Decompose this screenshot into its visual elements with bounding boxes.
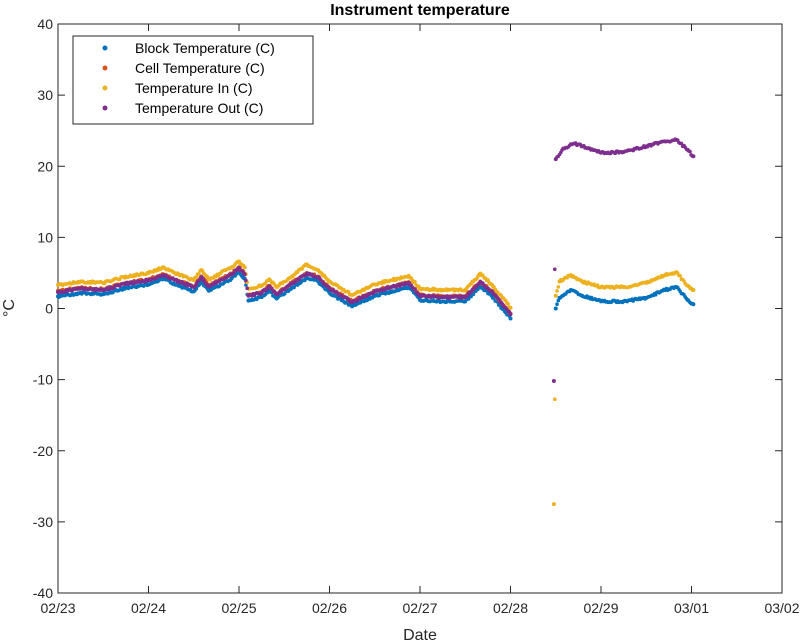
x-tick-label: 02/25: [221, 600, 256, 616]
data-point: [555, 302, 559, 307]
data-point: [678, 274, 682, 278]
x-tick-label: 02/29: [583, 600, 618, 616]
data-point: [269, 286, 274, 291]
y-tick-label: 20: [37, 158, 53, 174]
data-point: [553, 306, 558, 311]
data-point: [471, 292, 476, 297]
data-point: [556, 285, 561, 289]
legend-box: [72, 35, 314, 125]
legend-entry: Cell Temperature (C): [135, 60, 265, 76]
data-point: [691, 288, 696, 293]
x-tick-label: 02/28: [493, 600, 528, 616]
x-tick-label: 02/27: [402, 600, 437, 616]
legend-marker: [102, 65, 108, 71]
data-point: [197, 272, 201, 276]
data-point: [465, 294, 470, 298]
x-tick-label: 03/02: [764, 600, 799, 616]
series-3: [56, 137, 696, 384]
y-tick-label: -10: [33, 372, 53, 388]
legend-entry: Temperature In (C): [135, 80, 252, 96]
data-point: [551, 379, 556, 384]
plot-area: -40 -30 -20 -10 0 10 20 30 40 02/23 02/24 02/25 02/2…: [33, 16, 800, 616]
data-point: [506, 302, 510, 306]
data-point: [508, 316, 513, 321]
y-tick-label: 40: [37, 16, 53, 32]
legend-marker: [102, 85, 108, 91]
y-tick-label: 30: [37, 87, 53, 103]
y-axis-label: °C: [1, 299, 18, 317]
x-tick-label: 02/23: [40, 600, 75, 616]
legend-marker: [102, 105, 108, 111]
data-point: [413, 280, 417, 284]
y-tick-label: -30: [33, 514, 53, 530]
legend-entry: Temperature Out (C): [135, 100, 263, 116]
data-point: [244, 283, 248, 287]
data-point: [551, 502, 556, 507]
data-point: [555, 289, 559, 293]
data-point: [245, 286, 249, 291]
data-point: [194, 275, 199, 279]
legend: Block Temperature (C) Cell Temperature (C…: [72, 35, 314, 125]
data-point: [508, 305, 513, 310]
data-point: [688, 149, 692, 154]
data-point: [553, 267, 557, 272]
data-point: [242, 265, 247, 270]
data-point: [244, 278, 248, 283]
chart-title: Instrument temperature: [330, 2, 510, 19]
data-point: [691, 302, 696, 307]
y-tick-label: 10: [37, 229, 53, 245]
series-2: [56, 259, 696, 507]
legend-entry: Block Temperature (C): [135, 40, 275, 56]
legend-marker: [102, 45, 108, 51]
data-point: [496, 297, 501, 301]
x-tick-label: 02/26: [312, 600, 347, 616]
data-point: [466, 297, 471, 301]
y-tick-label: -40: [33, 585, 53, 601]
y-tick-label: -20: [33, 443, 53, 459]
data-point: [413, 287, 417, 291]
data-point: [679, 141, 684, 146]
x-tick-label: 02/24: [131, 600, 166, 616]
data-point: [242, 272, 247, 277]
data-point: [691, 154, 696, 159]
y-tick-label: 0: [45, 301, 53, 317]
data-point: [508, 312, 513, 317]
data-point: [553, 293, 558, 298]
x-axis-label: Date: [403, 627, 437, 643]
data-point: [553, 397, 557, 402]
x-tick-label: 03/01: [674, 600, 709, 616]
